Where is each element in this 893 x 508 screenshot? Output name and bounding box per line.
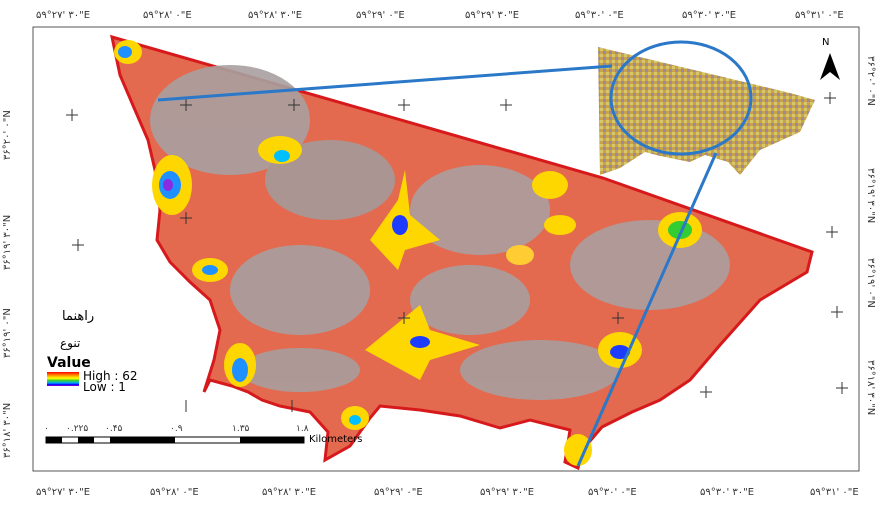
bottom-coord-label: ۵۹°۳۰' ۰"E [588, 487, 637, 498]
callout-circle [609, 40, 753, 156]
top-coord-label: ۵۹°۲۸' ۰"E [143, 10, 192, 21]
legend-low-label: Low : 1 [83, 380, 126, 394]
top-coord-label: ۵۹°۳۰' ۰"E [575, 10, 624, 21]
grid-crosses [66, 92, 848, 412]
legend-color-ramp [47, 372, 79, 386]
callout-line-right [576, 152, 718, 467]
north-arrow-icon [820, 53, 840, 80]
hotspots [114, 40, 702, 466]
top-coord-label: ۵۹°۲۹' ۰"E [356, 10, 405, 21]
bottom-coord-label: ۵۹°۲۹' ۰"E [374, 487, 423, 498]
right-coord-label: ۳۶°۲۰' ۰"N [865, 56, 876, 106]
right-coord-label: ۳۶°۱۹' ۳۰"N [865, 168, 876, 224]
inset-map [598, 47, 815, 175]
right-coord-label: ۳۶°۱۸' ۳۰"N [865, 360, 876, 416]
top-coord-label: ۵۹°۲۷' ۳۰"E [36, 10, 91, 21]
bottom-coord-label: ۵۹°۲۹' ۳۰"E [480, 487, 535, 498]
left-coord-label: ۳۶°۱۹' ۳۰"N [2, 214, 13, 270]
scale-tick-label: ۰.۲۲۵ [66, 424, 89, 434]
legend-subtitle: تنوع [60, 336, 81, 350]
bottom-coord-label: ۵۹°۲۷' ۳۰"E [36, 487, 91, 498]
top-coord-label: ۵۹°۳۰' ۳۰"E [682, 10, 737, 21]
north-label: N [822, 37, 830, 48]
legend-high-label: High : 62 [83, 369, 138, 383]
bottom-coord-label: ۵۹°۳۰' ۳۰"E [700, 487, 755, 498]
bottom-coord-label: ۵۹°۳۱' ۰"E [810, 487, 859, 498]
bottom-coord-label: ۵۹°۲۸' ۳۰"E [262, 487, 317, 498]
left-coord-label: ۳۶°۲۰' ۰"N [2, 110, 13, 160]
right-coord-label: ۳۶°۱۹' ۰"N [865, 258, 876, 308]
top-coord-label: ۵۹°۲۹' ۳۰"E [465, 10, 520, 21]
bottom-coord-label: ۵۹°۲۸' ۰"E [150, 487, 199, 498]
scale-tick-label: ۱.۳۵ [232, 424, 250, 434]
callout-line-left [157, 64, 613, 102]
scale-tick-label: ۱.۸ [296, 424, 309, 434]
top-coord-label: ۵۹°۳۱' ۰"E [795, 10, 844, 21]
scale-tick-label: ۰.۴۵ [105, 424, 123, 434]
variance-shading [150, 65, 730, 400]
legend-field-label: Value [47, 355, 91, 371]
left-coord-label: ۳۶°۱۸' ۳۰"N [2, 402, 13, 458]
scale-tick-label: ۰ [44, 424, 49, 434]
scale-tick-label: ۰.۹ [170, 424, 183, 434]
top-coord-label: ۵۹°۲۸' ۳۰"E [248, 10, 303, 21]
scale-unit-label: Kilometers [309, 434, 363, 445]
legend-title: راهنما [62, 309, 95, 324]
left-coord-label: ۳۶°۱۹' ۰"N [2, 308, 13, 358]
scale-bar [45, 436, 305, 444]
